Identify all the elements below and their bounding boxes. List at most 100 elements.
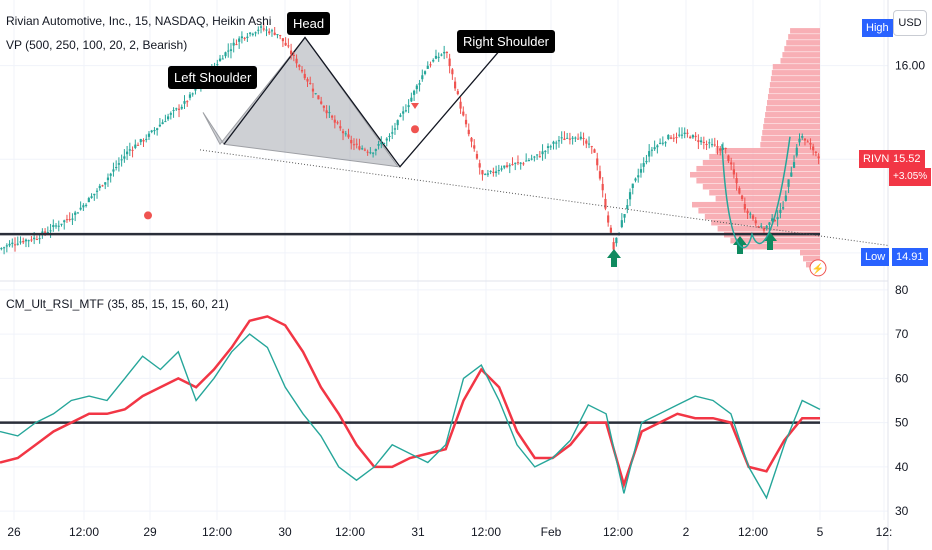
time-tick-label: 26 — [7, 525, 21, 539]
candle-body — [795, 147, 798, 156]
candle-body — [536, 154, 539, 156]
candle-body — [298, 64, 301, 67]
candle-body — [527, 160, 530, 162]
candle-body — [325, 110, 328, 114]
currency-button[interactable]: USD — [893, 10, 927, 36]
candle-body — [0, 248, 3, 250]
candle-body — [516, 162, 520, 164]
candle-body — [30, 239, 33, 241]
candle-body — [686, 132, 689, 134]
time-tick-label: 2 — [683, 525, 690, 539]
candle-body — [243, 37, 246, 39]
candle-body — [771, 218, 774, 222]
volume-profile-bar — [786, 40, 820, 46]
candle-body — [399, 115, 402, 117]
candle-body — [279, 35, 282, 37]
candle-body — [358, 146, 361, 150]
candle-body — [46, 232, 49, 234]
candle-body — [784, 195, 787, 201]
candle-body — [259, 26, 263, 28]
candle-body — [497, 169, 500, 171]
candle-body — [128, 149, 131, 151]
right-shoulder-callout[interactable]: Right Shoulder — [457, 30, 555, 53]
time-tick-label: 31 — [411, 525, 425, 539]
candle-body — [470, 137, 473, 142]
candle-body — [760, 225, 763, 227]
candle-body — [724, 147, 727, 149]
candle-body — [571, 137, 574, 139]
volume-profile-bar — [788, 34, 820, 40]
candle-body — [552, 141, 555, 144]
candle-body — [519, 162, 522, 164]
candle-body — [172, 110, 175, 112]
candle-body — [609, 227, 612, 233]
candle-body — [741, 195, 744, 199]
head-callout[interactable]: Head — [287, 12, 331, 35]
candle-body — [235, 44, 238, 46]
candle-body — [270, 30, 274, 32]
candle-body — [792, 162, 796, 168]
candle-body — [415, 85, 418, 90]
candle-body — [331, 115, 334, 118]
candle-body — [530, 158, 533, 160]
candle-body — [16, 243, 19, 245]
candle-body — [232, 42, 235, 46]
candle-body — [448, 58, 451, 67]
candle-body — [467, 129, 470, 135]
candle-body — [295, 58, 298, 64]
candle-body — [366, 151, 369, 153]
candle-body — [751, 215, 755, 219]
candle-body — [11, 242, 14, 244]
candle-body — [423, 71, 427, 74]
candle-body — [238, 38, 241, 42]
candle-body — [587, 143, 591, 145]
time-axis[interactable]: 26 12:00 29 12:00 30 12:00 31 12:00 Feb 12:00 2 12:… — [7, 525, 892, 539]
candle-body — [631, 183, 634, 188]
candle-body — [642, 163, 645, 167]
volume-profile-bar — [690, 171, 820, 178]
candle-body — [413, 90, 416, 95]
candle-body — [52, 225, 55, 228]
candle-body — [254, 32, 257, 34]
time-tick-label: 12:00 — [335, 525, 365, 539]
candle-body — [180, 106, 183, 109]
candle-body — [5, 245, 8, 247]
candle-body — [158, 124, 161, 127]
candle-body — [669, 137, 673, 139]
volume-profile-bar — [704, 213, 820, 220]
candle-body — [164, 121, 167, 123]
volume-profile-bar — [715, 147, 820, 154]
candle-body — [481, 170, 484, 175]
candle-body — [120, 159, 123, 161]
candle-body — [773, 220, 776, 222]
volume-profile-bar — [715, 195, 820, 202]
candle-body — [607, 215, 610, 223]
candle-body — [645, 160, 648, 163]
candle-body — [284, 42, 287, 46]
candle-body — [489, 170, 492, 172]
candle-body — [175, 108, 178, 110]
vp-indicator-label[interactable]: VP (500, 250, 100, 20, 2, Bearish) — [6, 38, 188, 52]
candles — [0, 22, 820, 256]
candle-body — [637, 175, 640, 178]
candle-body — [484, 174, 487, 176]
rsi-indicator-label[interactable]: CM_Ult_RSI_MTF (35, 85, 15, 15, 60, 21) — [6, 297, 229, 311]
left-shoulder-callout[interactable]: Left Shoulder — [168, 66, 258, 89]
candle-body — [683, 132, 686, 135]
candle-body — [104, 182, 107, 185]
lightning-glyph: ⚡ — [812, 262, 824, 275]
candle-body — [656, 145, 659, 148]
candle-body — [167, 116, 170, 120]
candle-body — [268, 31, 271, 34]
candle-body — [54, 225, 58, 227]
candle-body — [782, 207, 785, 209]
candle-body — [451, 69, 454, 75]
candle-body — [352, 144, 356, 146]
candle-body — [246, 36, 249, 38]
candle-body — [432, 59, 435, 62]
candle-body — [464, 119, 468, 125]
candle-body — [590, 146, 593, 148]
candle-body — [240, 36, 243, 39]
rsi-tick-label: 60 — [895, 371, 909, 385]
